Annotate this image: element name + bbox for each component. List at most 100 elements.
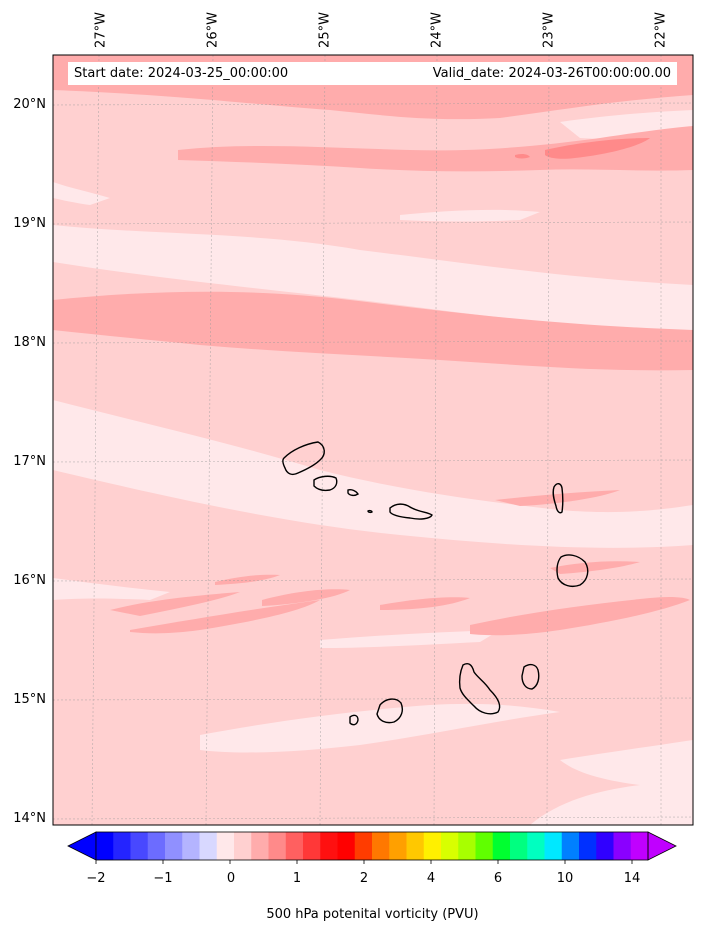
colorbar-segment <box>96 832 114 860</box>
pv-medium-band <box>470 596 690 636</box>
lat-label: 16°N <box>13 573 46 588</box>
pv-medium-band <box>130 600 320 634</box>
island-coastlines <box>282 441 589 726</box>
date-info-box: Start date: 2024-03-25_00:00:00 Valid_da… <box>68 62 677 85</box>
colorbar-segment <box>544 832 563 860</box>
pv-medium-band <box>380 597 470 610</box>
colorbar-segments <box>96 832 649 860</box>
colorbar-segment <box>130 832 149 860</box>
colorbar-segment <box>475 832 494 860</box>
lon-label: 23°W <box>541 12 557 48</box>
colorbar-segment <box>320 832 338 860</box>
colorbar-segment <box>199 832 218 860</box>
colorbar-segment <box>285 832 304 860</box>
colorbar-tick-label: 0 <box>226 871 236 886</box>
island-sal <box>552 483 564 514</box>
lon-label: 24°W <box>429 12 445 48</box>
colorbar-segment <box>389 832 407 860</box>
colorbar-min-arrow <box>67 831 97 861</box>
island-maio <box>521 663 540 690</box>
lon-label: 27°W <box>93 12 109 48</box>
map-frame <box>52 54 694 826</box>
pv-medium-band <box>110 592 240 616</box>
colorbar-segment <box>182 832 200 860</box>
island-santo-antao <box>282 441 325 476</box>
colorbar-tick-label: 14 <box>623 871 641 886</box>
pv-light-band <box>530 740 693 825</box>
pv-light-band <box>53 225 693 330</box>
pv-light-band <box>53 400 693 548</box>
colorbar-tick-label: −2 <box>86 871 106 886</box>
colorbar-tick-marks <box>95 860 633 864</box>
island-santa-luzia <box>347 489 359 497</box>
pv-light-band <box>520 300 680 319</box>
island-fogo <box>376 698 403 724</box>
pv-medium-band <box>178 126 693 172</box>
colorbar-tick-label: −1 <box>153 871 173 886</box>
lat-label: 20°N <box>13 97 46 112</box>
island-sao-vicente <box>313 475 338 492</box>
colorbar-tick-label: 10 <box>556 871 574 886</box>
colorbar-segment <box>596 832 614 860</box>
colorbar-tick-label: 1 <box>292 871 302 886</box>
pv-strong-band <box>515 153 530 159</box>
colorbar-segment <box>337 832 356 860</box>
colorbar-segment <box>406 832 425 860</box>
pv-medium-band <box>215 574 280 585</box>
colorbar-segment <box>458 832 476 860</box>
map-plot-area <box>53 55 693 825</box>
colorbar-frame <box>95 831 649 861</box>
lat-label: 15°N <box>13 692 46 707</box>
start-date-text: Start date: 2024-03-25_00:00:00 <box>74 66 289 81</box>
island-santiago <box>458 663 501 715</box>
colorbar-segment <box>372 832 390 860</box>
lon-label: 26°W <box>205 12 221 48</box>
pv-medium-band <box>495 490 620 506</box>
pv-light-band <box>200 703 560 753</box>
pv-medium-band <box>550 561 640 574</box>
colorbar-segment <box>354 832 373 860</box>
colorbar-segment <box>527 832 545 860</box>
colorbar-segment <box>510 832 528 860</box>
colorbar-tick-label: 6 <box>493 871 503 886</box>
pv-light-band <box>400 209 540 222</box>
lat-label: 14°N <box>13 811 46 826</box>
lon-label: 22°W <box>653 12 669 48</box>
colorbar-segment <box>165 832 183 860</box>
pv-light-band <box>53 578 170 600</box>
pv-strong-band <box>545 138 650 159</box>
lat-label: 19°N <box>13 216 46 231</box>
pv-light-band <box>53 182 110 205</box>
valid-date-text: Valid_date: 2024-03-26T00:00:00.00 <box>432 66 671 81</box>
pv-medium-band <box>53 291 693 371</box>
island-sao-nicolau <box>389 503 433 520</box>
colorbar <box>67 831 677 864</box>
colorbar-segment <box>268 832 287 860</box>
island-brava <box>349 714 359 726</box>
colorbar-segment <box>251 832 269 860</box>
colorbar-segment <box>630 832 649 860</box>
colorbar-segment <box>613 832 632 860</box>
colorbar-segment <box>423 832 442 860</box>
lon-label: 25°W <box>317 12 333 48</box>
colorbar-tick-label: 2 <box>359 871 369 886</box>
lat-label: 18°N <box>13 335 46 350</box>
colorbar-segment <box>579 832 597 860</box>
colorbar-segment <box>492 832 511 860</box>
colorbar-segment <box>147 832 166 860</box>
colorbar-segment <box>441 832 459 860</box>
pv-medium-band <box>262 589 350 606</box>
colorbar-label: 500 hPa potenital vorticity (PVU) <box>266 907 479 922</box>
colorbar-segment <box>216 832 235 860</box>
colorbar-segment <box>561 832 580 860</box>
lat-label: 17°N <box>13 454 46 469</box>
pv-light-band <box>320 630 500 648</box>
colorbar-segment <box>303 832 321 860</box>
colorbar-segment <box>113 832 131 860</box>
colorbar-tick-label: 4 <box>426 871 436 886</box>
colorbar-segment <box>234 832 252 860</box>
island-islet <box>367 509 373 514</box>
colorbar-max-arrow <box>647 831 677 861</box>
island-boa-vista <box>556 554 589 587</box>
